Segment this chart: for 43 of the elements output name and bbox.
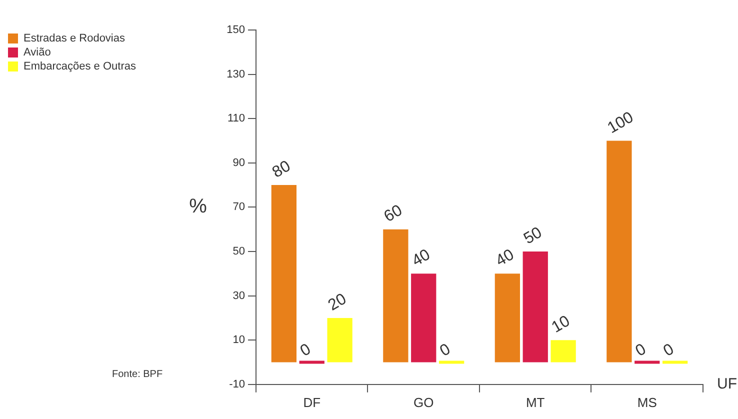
bar [522,252,548,362]
data-label: 0 [632,340,650,360]
x-tick-label: MS [637,394,658,410]
source-note: Fonte: BPF [112,369,163,380]
data-label: 40 [493,246,518,270]
y-tick-label: 150 [226,24,245,36]
y-tick-label: 90 [232,156,245,169]
bar [606,140,632,362]
data-label: 80 [270,158,294,182]
y-tick-label: 10 [232,334,245,346]
bar [634,360,660,364]
bar [299,360,324,364]
bar [550,340,576,362]
data-label: 100 [604,108,637,138]
y-tick-label: 110 [227,112,245,125]
x-tick-label: MT [526,394,545,410]
data-label: 20 [326,290,350,314]
legend-label: Avião [24,46,51,59]
data-label: 40 [409,246,434,270]
data-label: 50 [521,224,546,248]
legend-label: Embarcações e Outras [24,60,136,73]
bar [662,360,688,364]
x-tick-label: DF [303,394,321,410]
bar [438,360,464,364]
y-tick-label: 70 [232,201,245,214]
y-axis-title: % [189,196,208,218]
x-axis-title: UF [717,376,737,393]
data-label: 0 [660,340,678,360]
legend-label: Estradas e Rodovias [24,32,126,45]
data-label: 0 [437,340,454,360]
bar [327,318,352,362]
data-label: 60 [381,202,406,226]
data-label: 10 [549,312,574,336]
x-tick-label: GO [414,394,434,410]
y-tick-label: -10 [229,378,245,390]
bar [383,229,408,362]
bar [411,274,436,362]
bar [271,185,297,362]
y-tick-label: 30 [232,290,245,302]
bar [494,274,520,362]
y-tick-label: 50 [232,246,245,258]
y-tick-label: 130 [226,68,245,80]
data-label: 0 [298,340,314,360]
